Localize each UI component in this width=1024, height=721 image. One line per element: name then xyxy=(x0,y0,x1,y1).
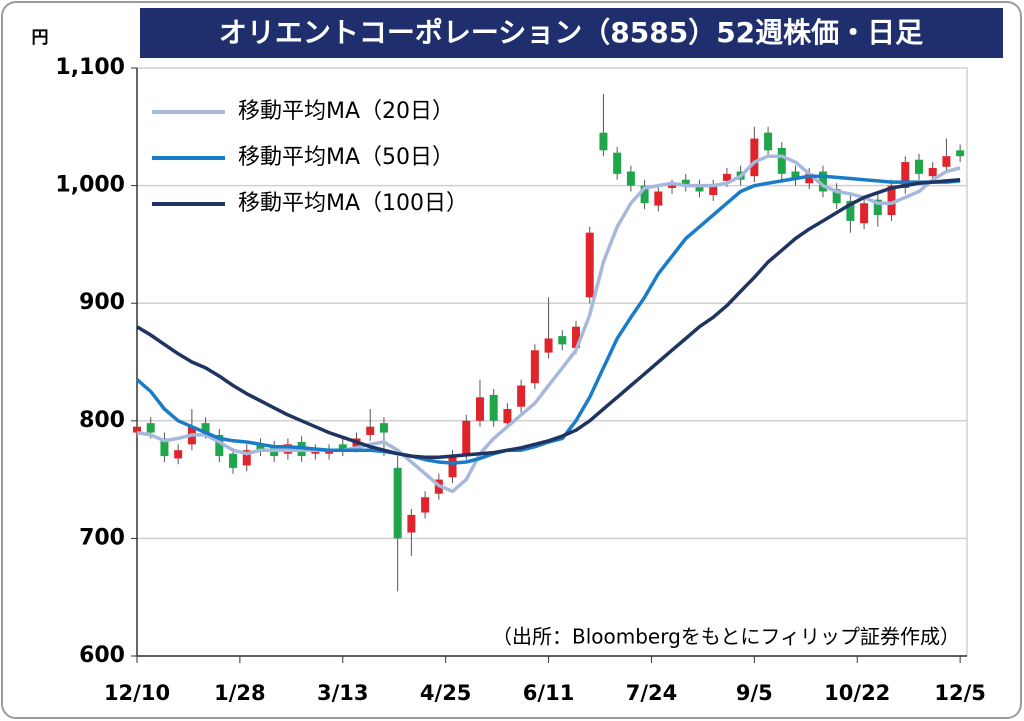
candle-body xyxy=(489,394,498,421)
candle-body xyxy=(901,162,910,188)
candle-body xyxy=(613,152,622,174)
candle-body xyxy=(956,150,965,157)
candle-body xyxy=(668,185,677,188)
ma-line xyxy=(136,177,961,460)
candle-body xyxy=(215,434,224,457)
candle-body xyxy=(311,450,320,454)
chart-title: オリエントコーポレーション（8585）52週株価・日足 xyxy=(219,16,923,49)
y-unit: 円 xyxy=(32,28,49,48)
candle-body xyxy=(928,167,937,177)
plot-area xyxy=(136,67,968,657)
candle-body xyxy=(174,450,183,459)
candle-body xyxy=(750,138,759,177)
candle-body xyxy=(475,397,484,421)
candle-body xyxy=(448,456,457,478)
x-tick-label: 12/10 xyxy=(104,681,170,705)
candle-body xyxy=(256,444,265,451)
candle-body xyxy=(681,179,690,186)
candle-body xyxy=(654,191,663,206)
candle-body xyxy=(832,189,841,204)
candle-body xyxy=(914,159,923,174)
ma-line xyxy=(136,154,961,494)
candle-body xyxy=(366,426,375,435)
candle-body xyxy=(146,423,155,433)
x-tick-label: 10/22 xyxy=(824,681,890,705)
candle-body xyxy=(393,467,402,539)
candle-body xyxy=(942,156,951,167)
candle-body xyxy=(517,385,526,407)
candle-body xyxy=(777,147,786,174)
candle-body xyxy=(229,453,238,468)
candle-body xyxy=(585,232,594,298)
candle-body xyxy=(421,497,430,513)
candle-body xyxy=(133,426,141,433)
x-tick-label: 9/5 xyxy=(736,681,773,705)
y-tick-label: 700 xyxy=(79,525,125,550)
y-tick-label: 1,000 xyxy=(55,173,125,198)
candle-body xyxy=(201,423,210,433)
candle-body xyxy=(873,199,882,215)
candle-body xyxy=(626,171,635,186)
x-tick-label: 3/13 xyxy=(317,681,369,705)
candle-body xyxy=(887,185,896,215)
candle-body xyxy=(503,409,512,424)
candle-body xyxy=(325,450,334,454)
candle-body xyxy=(530,350,539,384)
candle-body xyxy=(338,444,347,451)
x-tick-label: 12/5 xyxy=(934,681,986,705)
candle-body xyxy=(791,171,800,180)
candle-body xyxy=(722,173,731,181)
x-tick-label: 7/24 xyxy=(626,681,678,705)
legend-label: 移動平均MA（100日） xyxy=(238,191,468,216)
y-tick-label: 600 xyxy=(79,643,125,668)
candle-body xyxy=(805,173,814,184)
candle-body xyxy=(407,514,416,533)
candle-body xyxy=(860,203,869,224)
candle-body xyxy=(709,185,718,196)
source-note: （出所：Bloombergをもとにフィリップ証券作成） xyxy=(492,625,960,649)
candle-body xyxy=(462,420,471,454)
legend-label: 移動平均MA（50日） xyxy=(238,145,454,170)
candle-body xyxy=(764,132,773,151)
candle-body xyxy=(242,450,251,466)
candle-body xyxy=(640,185,649,204)
candle-body xyxy=(846,200,855,221)
candle-body xyxy=(558,336,567,345)
y-tick-label: 900 xyxy=(79,290,125,315)
candle-body xyxy=(379,423,388,433)
y-tick-label: 1,100 xyxy=(55,55,125,80)
candle-body xyxy=(818,171,827,192)
y-tick-label: 800 xyxy=(79,408,125,433)
candle-body xyxy=(599,132,608,151)
x-tick-label: 1/28 xyxy=(214,681,266,705)
x-tick-label: 6/11 xyxy=(523,681,575,705)
candle-body xyxy=(544,338,553,353)
candle-body xyxy=(160,438,169,457)
legend-label: 移動平均MA（20日） xyxy=(238,99,454,124)
candle-body xyxy=(695,185,704,192)
candle-body xyxy=(572,326,581,348)
title-banner xyxy=(140,8,1003,58)
x-tick-label: 4/25 xyxy=(420,681,472,705)
